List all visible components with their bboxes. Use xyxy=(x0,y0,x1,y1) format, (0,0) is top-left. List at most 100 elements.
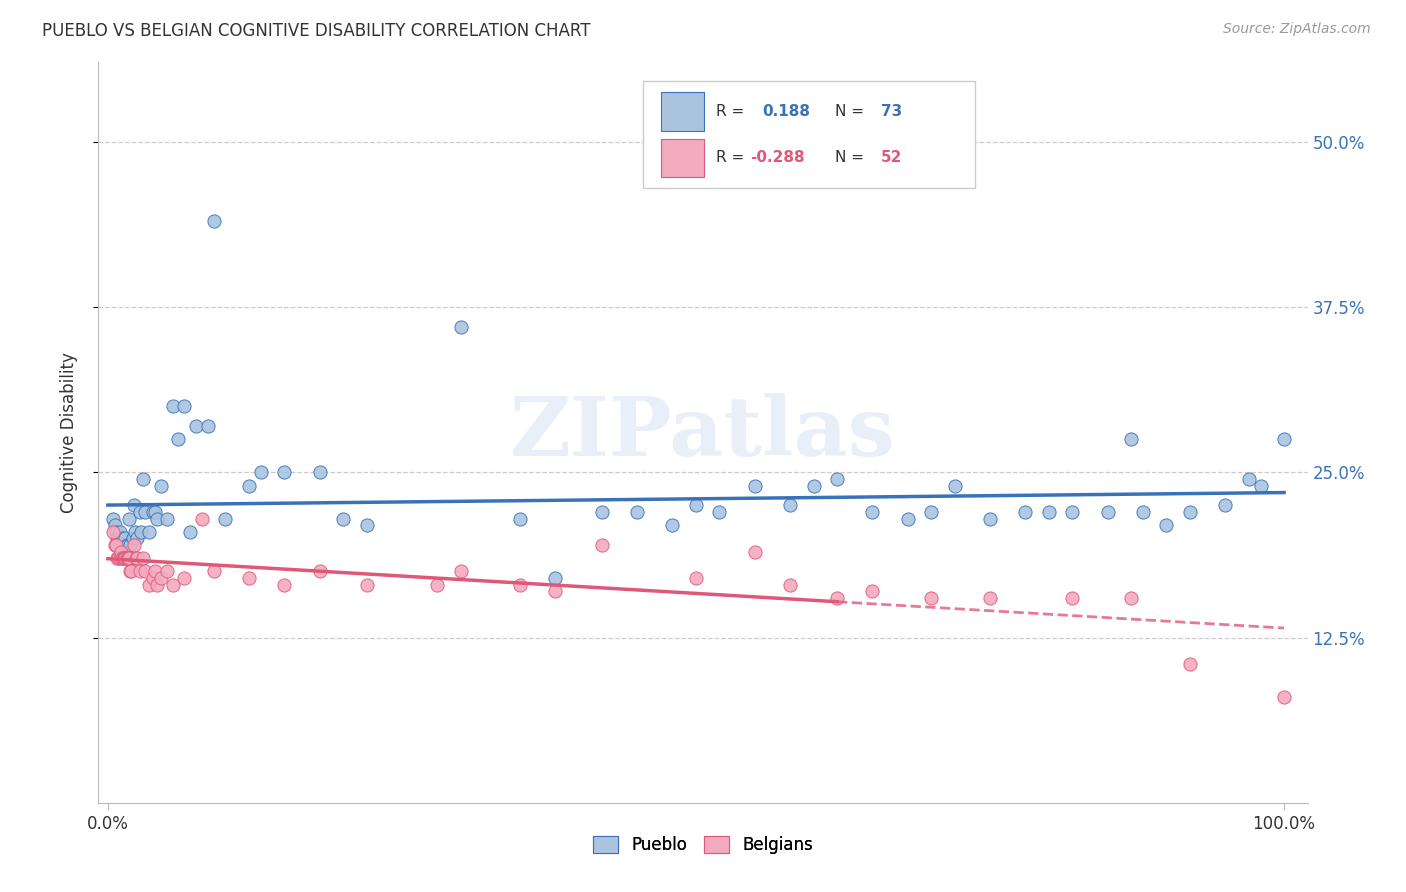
Point xyxy=(143,505,166,519)
Point xyxy=(143,565,166,579)
Point xyxy=(1062,591,1084,605)
Point xyxy=(179,524,201,539)
Point xyxy=(141,571,163,585)
Point xyxy=(134,565,156,579)
Point xyxy=(426,577,449,591)
Point xyxy=(1178,657,1201,671)
Point xyxy=(544,571,567,585)
Point xyxy=(127,532,149,546)
Point xyxy=(825,472,848,486)
Point xyxy=(114,532,136,546)
Point xyxy=(112,538,135,552)
Point xyxy=(162,399,184,413)
Point xyxy=(129,524,152,539)
Text: 0.188: 0.188 xyxy=(762,103,810,119)
Point xyxy=(146,577,169,591)
Point xyxy=(626,505,648,519)
Point xyxy=(238,478,260,492)
Point xyxy=(122,499,145,513)
Point xyxy=(149,478,172,492)
Point xyxy=(779,499,801,513)
Point xyxy=(125,551,148,566)
FancyBboxPatch shape xyxy=(661,92,704,130)
Point xyxy=(920,505,942,519)
Text: N =: N = xyxy=(835,103,863,119)
Point xyxy=(943,478,966,492)
Point xyxy=(107,551,129,566)
Point xyxy=(118,511,141,525)
Point xyxy=(249,465,271,479)
Point xyxy=(149,571,172,585)
Point xyxy=(132,551,155,566)
Point xyxy=(825,591,848,605)
Point xyxy=(105,551,128,566)
Point xyxy=(167,432,190,446)
Point xyxy=(108,551,131,566)
Point xyxy=(1213,499,1236,513)
Point xyxy=(450,319,472,334)
Point xyxy=(508,511,530,525)
Point xyxy=(308,565,330,579)
Point xyxy=(101,511,124,525)
Point xyxy=(1250,478,1272,492)
Point xyxy=(121,532,143,546)
Point xyxy=(115,551,138,566)
Point xyxy=(979,591,1001,605)
Point xyxy=(114,551,136,566)
Point xyxy=(508,577,530,591)
Point xyxy=(1178,505,1201,519)
Point xyxy=(1014,505,1036,519)
Point xyxy=(120,551,142,566)
Point xyxy=(146,511,169,525)
Point xyxy=(111,551,134,566)
Point xyxy=(111,538,134,552)
Point xyxy=(979,511,1001,525)
Point xyxy=(356,518,378,533)
Point xyxy=(105,532,128,546)
Point xyxy=(897,511,920,525)
Point xyxy=(108,524,131,539)
Point xyxy=(709,505,731,519)
Point xyxy=(1038,505,1060,519)
Point xyxy=(120,565,142,579)
Text: -0.288: -0.288 xyxy=(751,151,804,165)
Point xyxy=(141,505,163,519)
Point xyxy=(238,571,260,585)
Point xyxy=(197,419,219,434)
Point xyxy=(685,571,707,585)
Text: N =: N = xyxy=(835,151,863,165)
Point xyxy=(101,524,124,539)
Point xyxy=(117,551,139,566)
Point xyxy=(202,214,225,228)
Text: R =: R = xyxy=(716,103,745,119)
Point xyxy=(1097,505,1119,519)
Point xyxy=(1121,591,1143,605)
Point xyxy=(356,577,378,591)
Point xyxy=(860,505,883,519)
Point xyxy=(115,538,138,552)
Point xyxy=(128,565,150,579)
Point xyxy=(138,524,160,539)
Point xyxy=(173,571,195,585)
Point xyxy=(107,532,129,546)
Point xyxy=(122,538,145,552)
Point xyxy=(138,577,160,591)
Point xyxy=(1156,518,1178,533)
Point xyxy=(124,524,146,539)
Point xyxy=(110,538,132,552)
Point xyxy=(332,511,354,525)
Text: 52: 52 xyxy=(880,151,903,165)
Point xyxy=(779,577,801,591)
Point xyxy=(661,518,683,533)
FancyBboxPatch shape xyxy=(661,138,704,178)
Point xyxy=(127,551,149,566)
Y-axis label: Cognitive Disability: Cognitive Disability xyxy=(59,352,77,513)
Point xyxy=(273,577,295,591)
Text: R =: R = xyxy=(716,151,745,165)
Point xyxy=(112,532,135,546)
Point xyxy=(110,544,132,558)
Point xyxy=(1132,505,1154,519)
Point xyxy=(1272,432,1295,446)
Point xyxy=(156,511,179,525)
Point xyxy=(450,565,472,579)
